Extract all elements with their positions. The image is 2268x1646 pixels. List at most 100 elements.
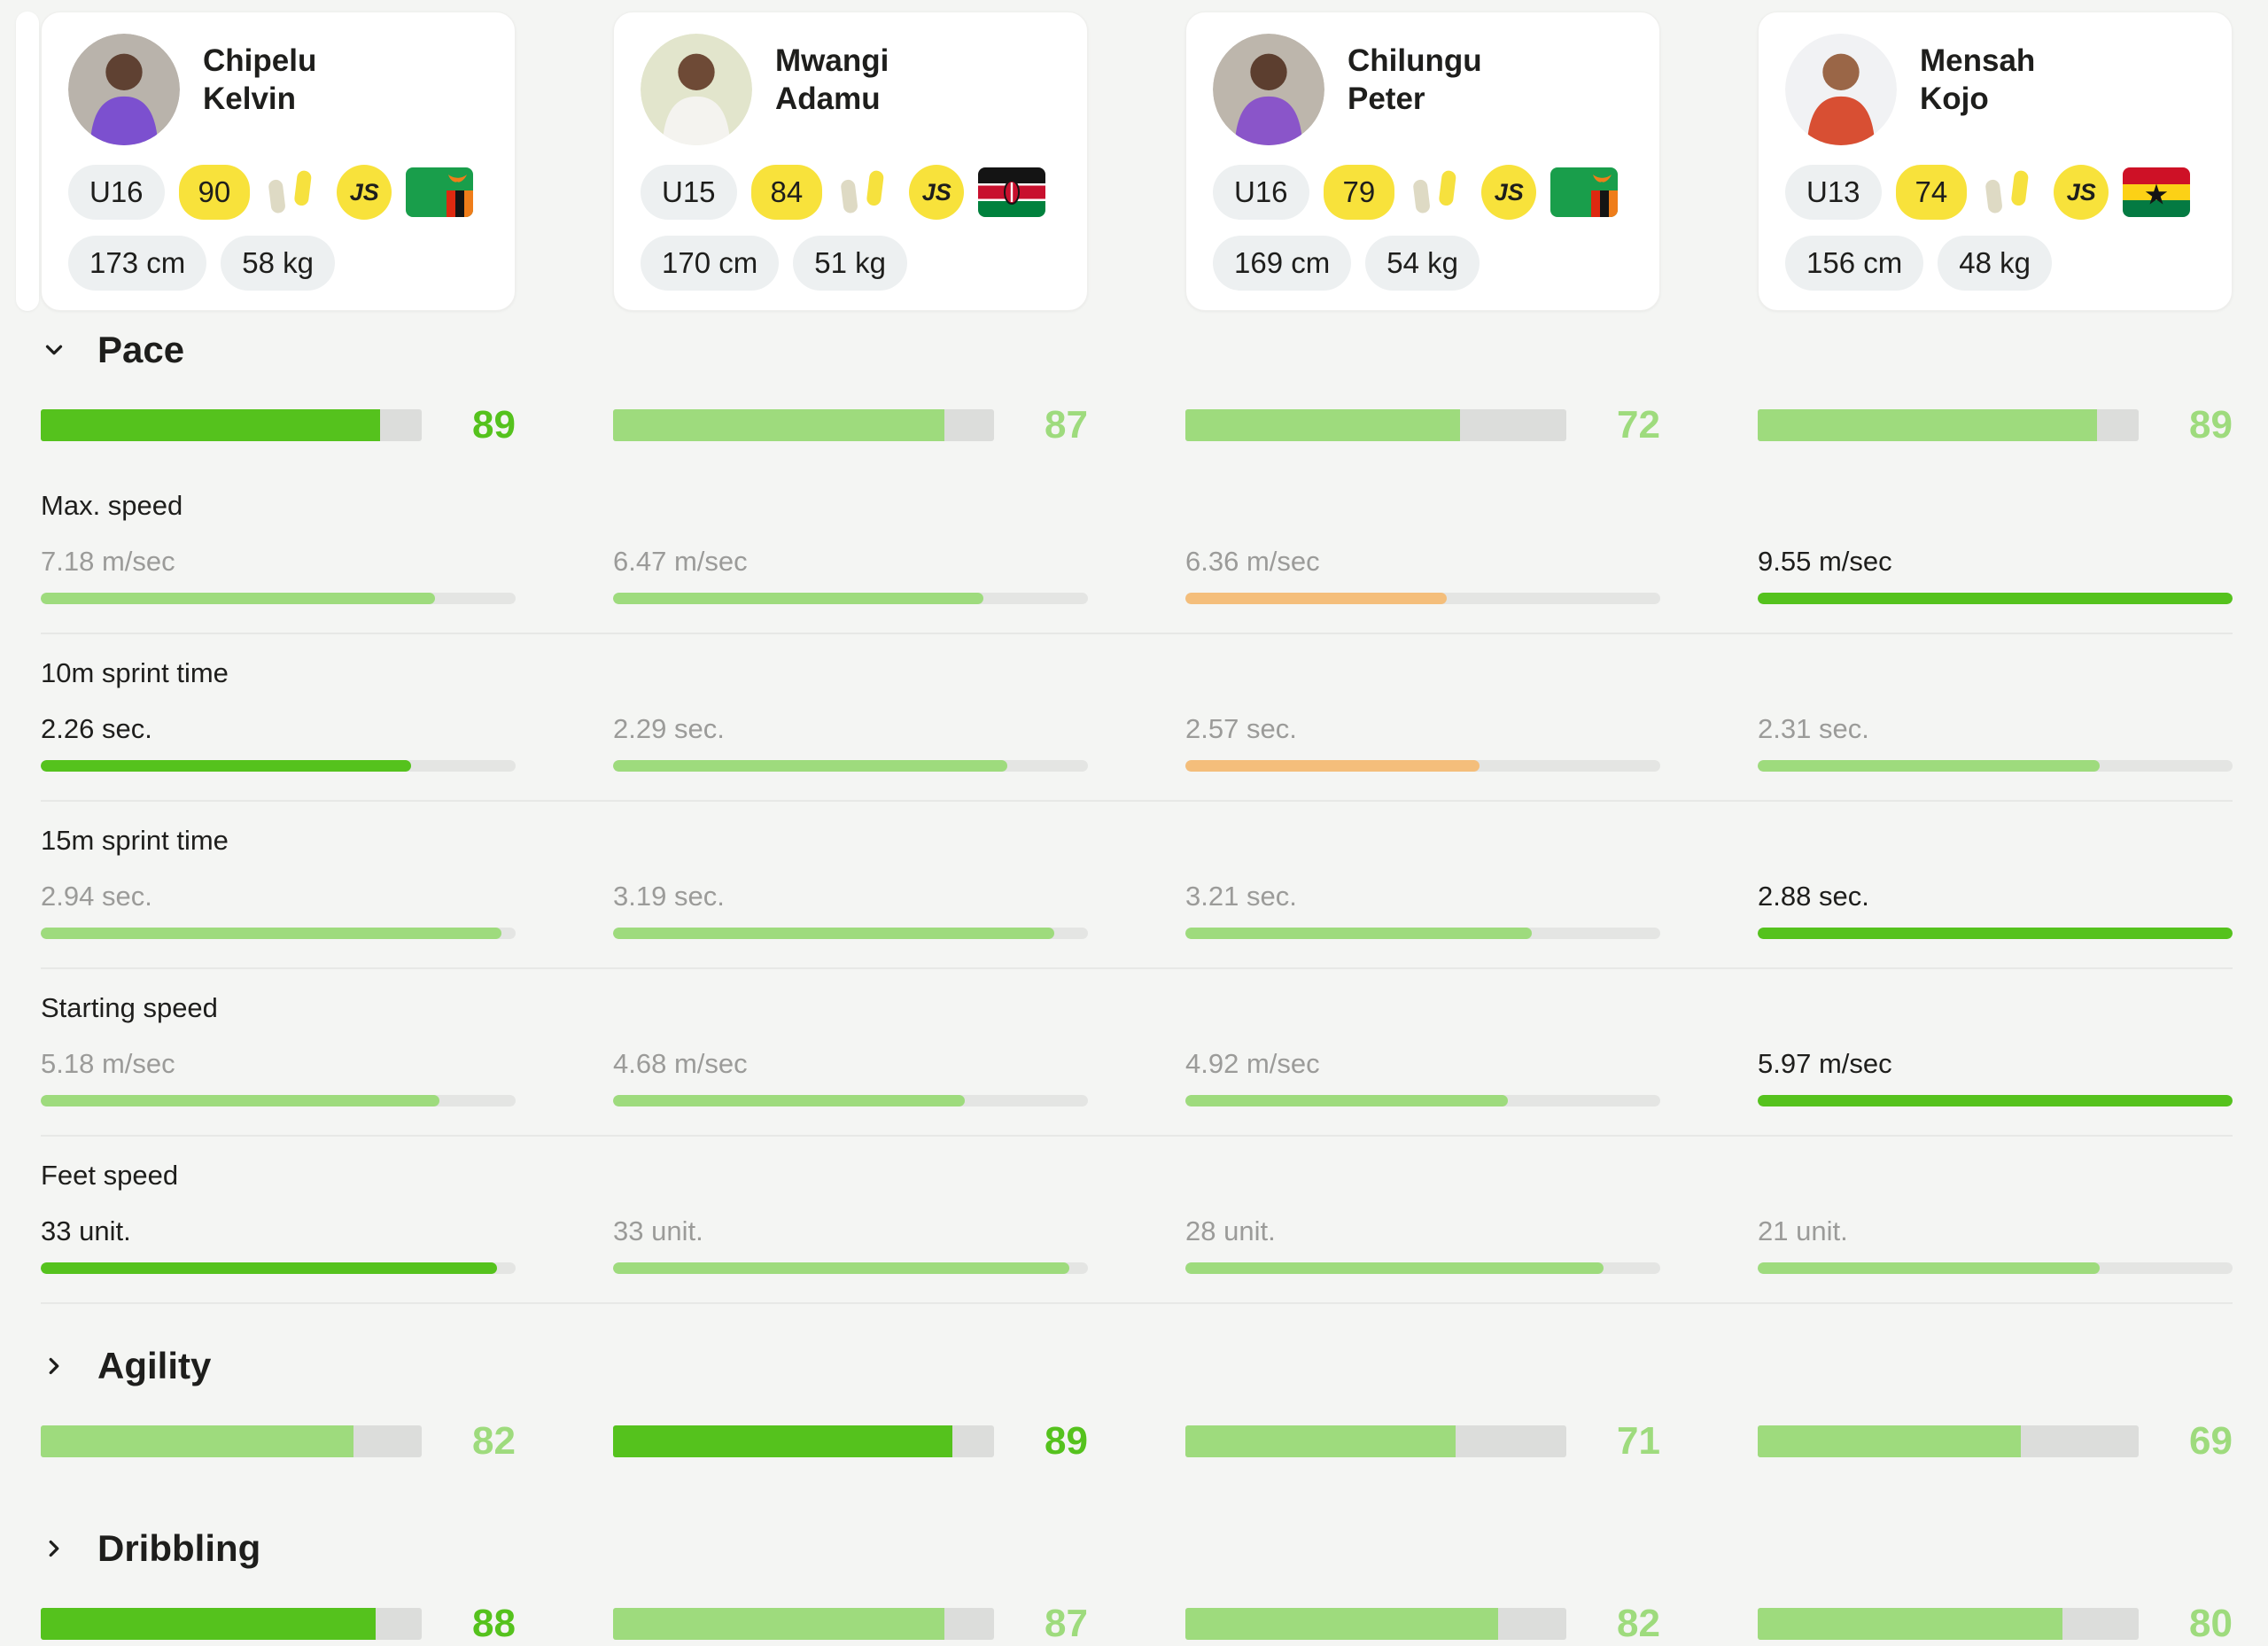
metric-label: Max. speed: [41, 490, 183, 521]
chevron-right-icon[interactable]: [41, 1353, 67, 1379]
metric-cell: 21 unit.: [1758, 1215, 2233, 1274]
chevron-down-icon[interactable]: [41, 337, 67, 363]
agility-score-row: 82 89 71 69: [41, 1419, 2233, 1464]
score-value: 87: [1045, 403, 1088, 446]
score-bar: [1185, 1425, 1566, 1457]
badge-row: U16 90 JS: [68, 165, 488, 220]
pace-score: 89: [41, 403, 516, 447]
js-badge-icon: JS: [337, 165, 392, 220]
footprints-icon: [1981, 165, 2039, 220]
metric-value: 2.26 sec.: [41, 713, 152, 744]
score-value: 82: [472, 1419, 516, 1463]
metric-label: Feet speed: [41, 1160, 179, 1191]
score-value: 71: [1617, 1419, 1660, 1463]
score-value: 82: [1617, 1602, 1660, 1645]
metric-value: 21 unit.: [1758, 1215, 1848, 1246]
player-cards-row: Chipelu Kelvin U16 90 JS 173 cm 5: [41, 12, 2233, 311]
score-value: 89: [2189, 403, 2233, 446]
age-group-badge: U16: [68, 165, 165, 220]
agility-score: 82: [41, 1419, 516, 1464]
metric-value: 33 unit.: [613, 1215, 703, 1246]
metric-label: Starting speed: [41, 992, 218, 1023]
player-avatar: [1213, 34, 1324, 145]
score-value: 89: [472, 403, 516, 446]
chevron-right-icon[interactable]: [41, 1535, 67, 1562]
metric-cell: 2.57 sec.: [1185, 712, 1660, 772]
section-title: Pace: [97, 329, 185, 370]
size-row: 169 cm 54 kg: [1213, 236, 1633, 291]
player-card[interactable]: Chipelu Kelvin U16 90 JS 173 cm 5: [41, 12, 516, 311]
badge-row: U13 74 JS: [1785, 165, 2205, 220]
metric-value: 2.88 sec.: [1758, 881, 1869, 912]
metric-cell: 2.26 sec.: [41, 712, 516, 772]
metric-cell: 6.47 m/sec: [613, 545, 1088, 604]
score-bar: [41, 1425, 422, 1457]
dribbling-score: 80: [1758, 1602, 2233, 1646]
metric-value: 5.18 m/sec: [41, 1048, 175, 1079]
dribbling-score: 82: [1185, 1602, 1660, 1646]
score-bar: [1758, 1425, 2139, 1457]
metric-bar: [1758, 1095, 2233, 1106]
footprints-icon: [836, 165, 895, 220]
metric-cell: 33 unit.: [41, 1215, 516, 1274]
row-divider: [41, 633, 2233, 634]
metric-cell: 2.29 sec.: [613, 712, 1088, 772]
js-badge-icon: JS: [909, 165, 965, 220]
row-divider: [41, 800, 2233, 802]
score-value: 88: [472, 1602, 516, 1645]
size-row: 156 cm 48 kg: [1785, 236, 2205, 291]
metric-bar: [1185, 1095, 1660, 1106]
metric-value: 9.55 m/sec: [1758, 546, 1892, 577]
badge-row: U15 84 JS: [641, 165, 1060, 220]
metric-value: 28 unit.: [1185, 1215, 1276, 1246]
metric-cell: 28 unit.: [1185, 1215, 1660, 1274]
dribbling-score: 88: [41, 1602, 516, 1646]
dribbling-score: 87: [613, 1602, 1088, 1646]
player-first-name: Chipelu: [203, 43, 317, 78]
metric-value: 4.92 m/sec: [1185, 1048, 1320, 1079]
player-last-name: Kojo: [1920, 81, 1989, 116]
metric-bar: [1758, 1262, 2233, 1274]
metric-value: 4.68 m/sec: [613, 1048, 748, 1079]
pace-score-row: 89 87 72 89: [41, 403, 2233, 447]
player-last-name: Kelvin: [203, 81, 297, 116]
metric-value: 7.18 m/sec: [41, 546, 175, 577]
metric-bar: [613, 1262, 1088, 1274]
weight-badge: 51 kg: [793, 236, 907, 291]
size-row: 170 cm 51 kg: [641, 236, 1060, 291]
metric-row: 7.18 m/sec 6.47 m/sec 6.36 m/sec 9.55 m/…: [41, 545, 2233, 604]
player-name: Mwangi Adamu: [775, 43, 889, 118]
player-card[interactable]: Chilungu Peter U16 79 JS 169 cm 5: [1185, 12, 1660, 311]
metric-bar: [613, 1095, 1088, 1106]
metric-cell: 3.21 sec.: [1185, 880, 1660, 939]
metric-value: 5.97 m/sec: [1758, 1048, 1892, 1079]
score-bar: [41, 409, 422, 441]
metric-bar: [1185, 1262, 1660, 1274]
card-header: Chilungu Peter: [1213, 34, 1633, 145]
dribbling-section-header[interactable]: Dribbling: [41, 1527, 2233, 1570]
score-bar: [1758, 409, 2139, 441]
score-bar: [1758, 1608, 2139, 1640]
agility-score: 69: [1758, 1419, 2233, 1464]
height-badge: 173 cm: [68, 236, 207, 291]
score-bar: [41, 1608, 422, 1640]
player-card[interactable]: Mensah Kojo U13 74 JS 156 cm 48 k: [1758, 12, 2233, 311]
rating-badge: 74: [1895, 165, 1968, 220]
player-name: Chilungu Peter: [1348, 43, 1482, 118]
score-bar: [1185, 1608, 1566, 1640]
country-flag-icon: [2123, 167, 2191, 217]
metric-cell: 2.94 sec.: [41, 880, 516, 939]
player-name: Mensah Kojo: [1920, 43, 2035, 118]
metric-value: 6.36 m/sec: [1185, 546, 1320, 577]
pace-section-header[interactable]: Pace: [41, 329, 2233, 371]
metric-cell: 6.36 m/sec: [1185, 545, 1660, 604]
player-avatar: [1785, 34, 1897, 145]
metric-bar: [613, 928, 1088, 939]
player-card[interactable]: Mwangi Adamu U15 84 JS 170 cm 51: [613, 12, 1088, 311]
agility-section-header[interactable]: Agility: [41, 1345, 2233, 1387]
score-bar: [613, 409, 994, 441]
metric-bar: [613, 760, 1088, 772]
rating-badge: 79: [1323, 165, 1395, 220]
footprints-icon: [1409, 165, 1467, 220]
metric-cell: 7.18 m/sec: [41, 545, 516, 604]
